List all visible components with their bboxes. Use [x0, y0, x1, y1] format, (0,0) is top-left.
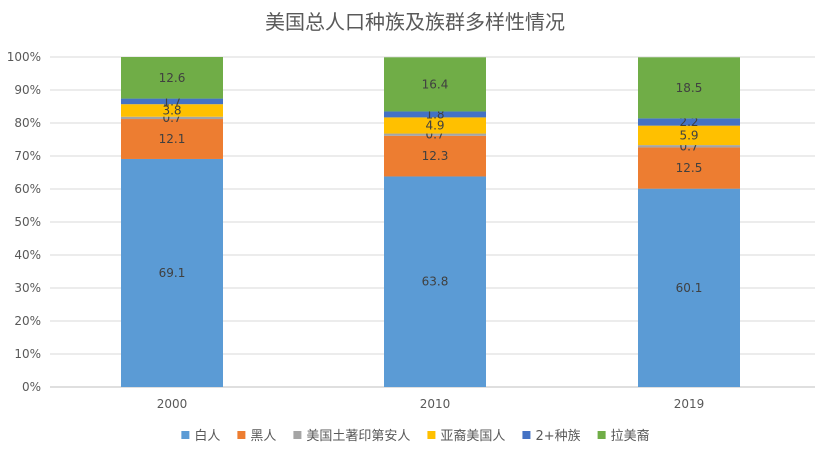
data-label: 5.9: [679, 128, 698, 142]
bar-segment: [638, 125, 740, 146]
legend-label: 美国土著印第安人: [306, 429, 410, 444]
bar-segment: [384, 133, 486, 136]
data-label: 12.3: [422, 149, 449, 163]
bar-segment: [121, 158, 223, 387]
data-label: 3.8: [162, 103, 181, 117]
bar-segment: [384, 111, 486, 118]
legend-swatch: [522, 431, 531, 439]
x-tick-label: 2010: [420, 397, 451, 411]
bar-segment: [638, 118, 740, 126]
legend-swatch: [427, 431, 436, 439]
data-label: 63.8: [422, 275, 449, 289]
legend-swatch: [237, 431, 246, 439]
legend-item: 美国土著印第安人: [293, 429, 410, 444]
x-tick-label: 2019: [674, 397, 705, 411]
bar-segment: [638, 57, 740, 119]
bar-segment: [121, 104, 223, 117]
bar-segment: [638, 147, 740, 189]
legend-swatch: [293, 431, 302, 439]
y-tick-label: 80%: [14, 116, 41, 130]
bar-segment: [638, 188, 740, 387]
legend-swatch: [597, 431, 606, 439]
legend-label: 亚裔美国人: [440, 428, 505, 444]
y-tick-label: 40%: [14, 248, 41, 262]
bar-segment: [384, 176, 486, 387]
data-label: 60.1: [676, 281, 703, 295]
bar-segment: [384, 117, 486, 134]
bars: 69.112.10.73.81.712.663.812.30.74.91.816…: [121, 57, 740, 387]
data-label: 12.1: [159, 132, 186, 146]
y-tick-label: 10%: [14, 347, 41, 361]
data-label: 12.5: [676, 161, 703, 175]
bar-segment: [121, 116, 223, 120]
bar-segment: [638, 145, 740, 148]
data-label: 12.6: [159, 71, 186, 85]
data-label: 18.5: [676, 81, 703, 95]
y-tick-label: 60%: [14, 182, 41, 196]
y-tick-label: 0%: [22, 380, 41, 394]
legend-label: 白人: [194, 428, 220, 444]
data-label: 16.4: [422, 77, 449, 91]
legend-item: 2+种族: [522, 428, 581, 444]
legend-swatch: [181, 431, 190, 439]
y-tick-label: 90%: [14, 83, 41, 97]
x-tick-label: 2000: [157, 397, 188, 411]
legend-label: 2+种族: [535, 428, 580, 444]
legend: 白人 黑人 美国土著印第安人 亚裔美国人 2+种族 拉美裔: [181, 428, 650, 444]
x-axis: 2000 2010 2019: [157, 397, 705, 411]
chart-title: 美国总人口种族及族群多样性情况: [265, 10, 565, 34]
legend-label: 拉美裔: [611, 428, 650, 444]
bar-segment: [384, 135, 486, 177]
legend-item: 拉美裔: [597, 428, 650, 444]
y-tick-label: 100%: [7, 50, 41, 64]
bar-segment: [121, 98, 223, 105]
y-tick-label: 20%: [14, 314, 41, 328]
y-tick-label: 50%: [14, 215, 41, 229]
data-label: 4.9: [425, 118, 444, 132]
legend-label: 黑人: [250, 429, 276, 444]
data-label: 2.2: [679, 115, 698, 129]
legend-item: 黑人: [237, 429, 276, 444]
legend-item: 白人: [181, 428, 220, 444]
bar-segment: [384, 57, 486, 112]
y-axis: 0% 10% 20% 30% 40% 50% 60% 70% 80% 90% 100%: [7, 50, 41, 394]
y-tick-label: 30%: [14, 281, 41, 295]
legend-item: 亚裔美国人: [427, 428, 505, 444]
data-label: 69.1: [159, 266, 186, 280]
bar-segment: [121, 57, 223, 99]
y-tick-label: 70%: [14, 149, 41, 163]
bar-segment: [121, 119, 223, 159]
